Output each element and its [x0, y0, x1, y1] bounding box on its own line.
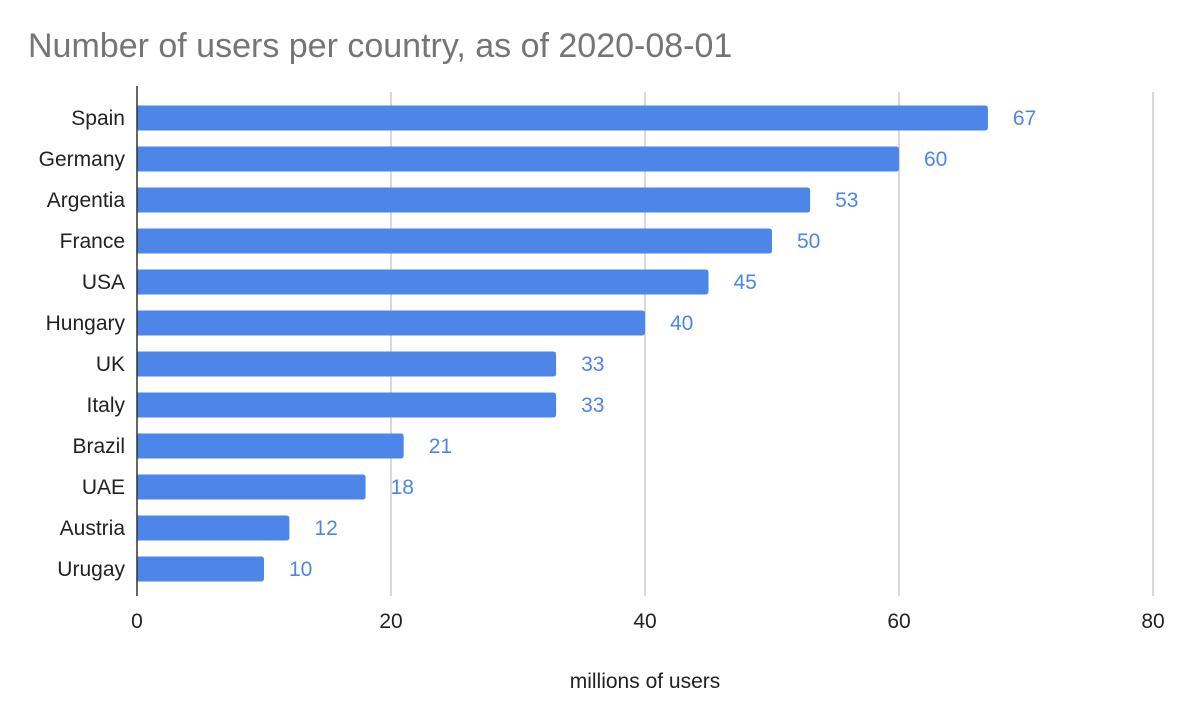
category-label-urugay: Urugay	[57, 558, 125, 581]
value-label-usa: 45	[734, 271, 757, 294]
bars	[137, 105, 988, 582]
bar-uae	[137, 474, 366, 500]
value-label-austria: 12	[314, 517, 337, 540]
category-label-argentia: Argentia	[47, 189, 126, 212]
category-label-germany: Germany	[39, 148, 126, 171]
x-tick-labels: 0 20 40 60 80	[131, 610, 1165, 633]
category-label-austria: Austria	[60, 517, 126, 540]
category-label-uae: UAE	[82, 476, 125, 499]
value-label-uae: 18	[391, 476, 414, 499]
chart-title: Number of users per country, as of 2020-…	[28, 27, 732, 65]
category-label-france: France	[60, 230, 125, 253]
x-tick-80: 80	[1141, 610, 1164, 633]
bar-brazil	[137, 433, 404, 459]
bar-urugay	[137, 556, 264, 582]
category-labels: Spain Germany Argentia France USA Hungary UK It…	[39, 107, 126, 581]
bar-argentia	[137, 187, 811, 213]
x-tick-20: 20	[379, 610, 402, 633]
x-tick-0: 0	[131, 610, 143, 633]
bar-france	[137, 228, 772, 254]
gridlines	[390, 92, 1154, 596]
category-label-spain: Spain	[71, 107, 125, 130]
bar-uk	[137, 351, 557, 377]
value-label-uk: 33	[581, 353, 604, 376]
bar-usa	[137, 269, 709, 295]
value-label-spain: 67	[1013, 107, 1036, 130]
bar-hungary	[137, 310, 645, 336]
value-label-urugay: 10	[289, 558, 312, 581]
value-label-germany: 60	[924, 148, 947, 171]
value-label-france: 50	[797, 230, 820, 253]
category-label-uk: UK	[96, 353, 125, 376]
category-label-hungary: Hungary	[46, 312, 126, 335]
value-label-hungary: 40	[670, 312, 693, 335]
bar-italy	[137, 392, 557, 418]
value-label-italy: 33	[581, 394, 604, 417]
value-label-brazil: 21	[429, 435, 452, 458]
x-tick-60: 60	[887, 610, 910, 633]
bar-austria	[137, 515, 290, 541]
x-tick-40: 40	[633, 610, 656, 633]
category-label-usa: USA	[82, 271, 125, 294]
category-label-italy: Italy	[86, 394, 125, 417]
bar-germany	[137, 146, 899, 172]
bar-spain	[137, 105, 988, 131]
value-label-argentia: 53	[835, 189, 858, 212]
x-axis-title: millions of users	[570, 670, 721, 693]
category-label-brazil: Brazil	[72, 435, 125, 458]
